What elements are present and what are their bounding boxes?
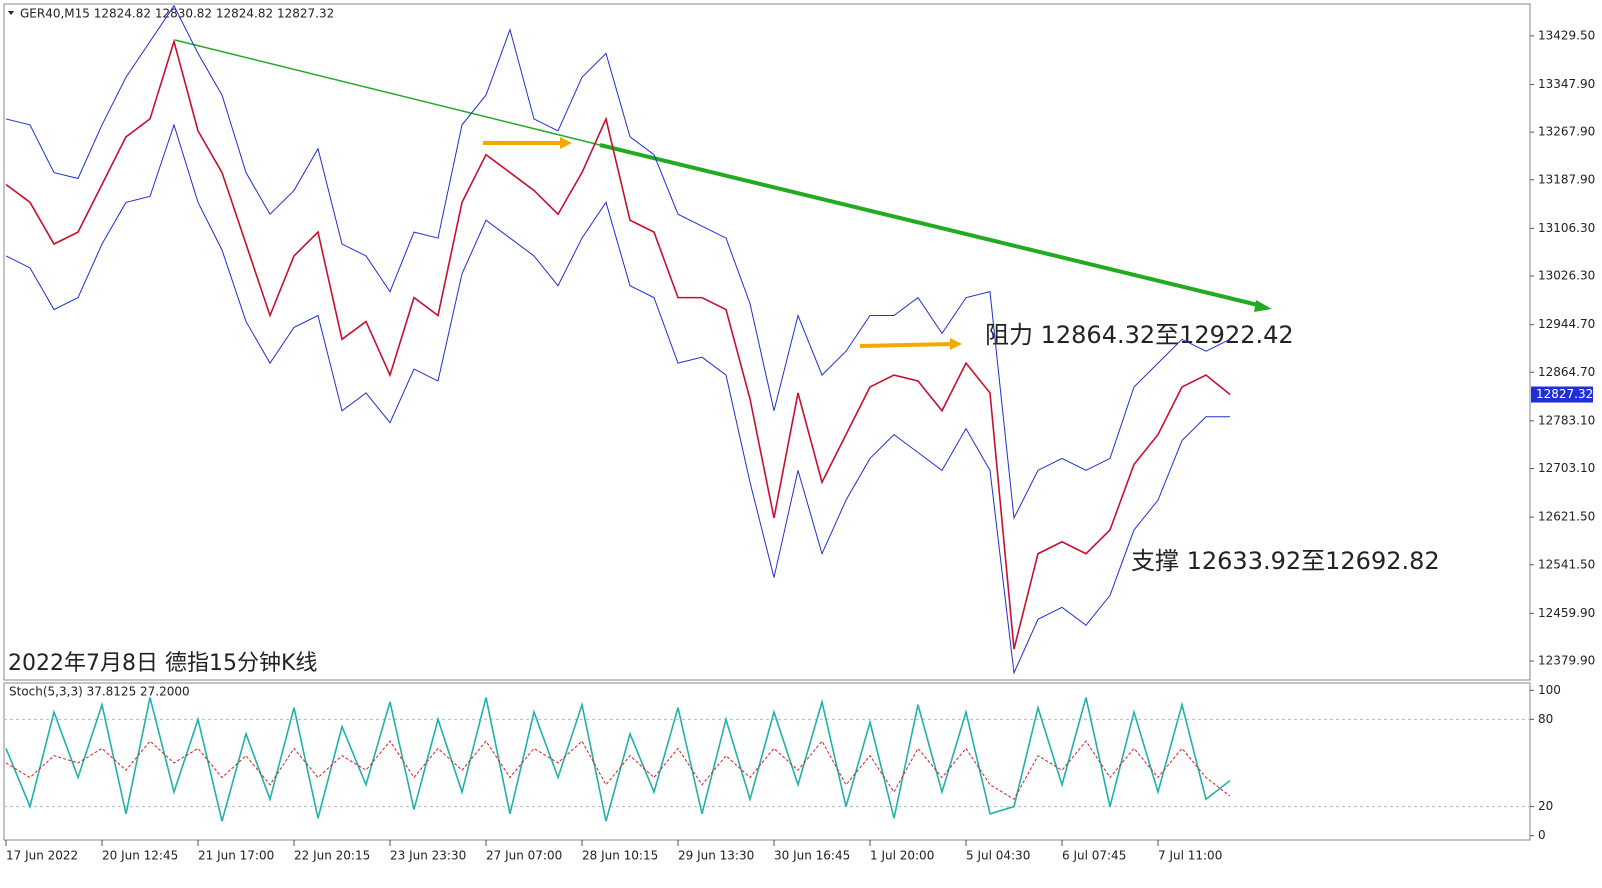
y-tick-label: 0 [1538,828,1546,842]
x-tick-label: 1 Jul 20:00 [870,849,934,863]
arrow-head [560,137,572,149]
y-tick-label: 12864.70 [1538,365,1595,379]
x-tick-label: 21 Jun 17:00 [198,849,274,863]
series-line [5,697,1231,822]
y-tick-label: 12459.90 [1538,606,1595,620]
support-note: 支撑 12633.92至12692.82 [1131,547,1440,575]
y-tick-label: 13429.50 [1538,28,1595,42]
y-tick-label: 100 [1538,683,1561,697]
trend-line [599,143,1263,308]
y-tick-label: 13267.90 [1538,125,1595,139]
price-panel [3,3,1531,681]
series-line [5,123,1230,675]
y-tick-label: 12541.50 [1538,557,1595,571]
x-tick-label: 7 Jul 11:00 [1158,849,1222,863]
series-line [5,740,1231,800]
series-line [5,38,1231,650]
caption: 2022年7月8日 德指15分钟K线 [8,651,317,676]
x-tick-label: 20 Jun 12:45 [102,849,178,863]
x-tick-label: 27 Jun 07:00 [486,849,562,863]
x-tick-label: 28 Jun 10:15 [582,849,658,863]
orange-arrow [859,342,953,348]
series-line [5,4,1231,520]
arrow-head [1254,300,1272,312]
x-tick-label: 22 Jun 20:15 [294,849,370,863]
resistance-note: 阻力 12864.32至12922.42 [985,321,1294,349]
x-tick-label: 5 Jul 04:30 [966,849,1030,863]
x-tick-label: 6 Jul 07:45 [1062,849,1126,863]
y-tick-label: 13106.30 [1538,221,1595,235]
y-tick-label: 80 [1538,712,1553,726]
y-tick-label: 13026.30 [1538,269,1595,283]
arrow-head [950,338,962,350]
y-tick-label: 12783.10 [1538,413,1595,427]
y-tick-label: 13187.90 [1538,172,1595,186]
collapse-icon[interactable] [8,11,14,15]
x-tick-label: 17 Jun 2022 [6,849,78,863]
last-price-tag [1531,386,1593,403]
x-tick-label: 30 Jun 16:45 [774,849,850,863]
header: GER40,M15 12824.82 12830.82 12824.82 128… [20,7,334,21]
y-tick-label: 20 [1538,799,1553,813]
stoch-panel [3,682,1531,841]
y-tick-label: 12379.90 [1538,654,1595,668]
last-price-label: 12827.32 [1536,387,1593,401]
y-tick-label: 13347.90 [1538,77,1595,91]
x-tick-label: 23 Jun 23:30 [390,849,466,863]
x-tick-label: 29 Jun 13:30 [678,849,754,863]
y-tick-label: 12944.70 [1538,317,1595,331]
y-tick-label: 12621.50 [1538,510,1595,524]
stoch-title: Stoch(5,3,3) 37.8125 27.2000 [9,685,190,699]
y-tick-label: 12703.10 [1538,461,1595,475]
trend-line [174,39,601,146]
